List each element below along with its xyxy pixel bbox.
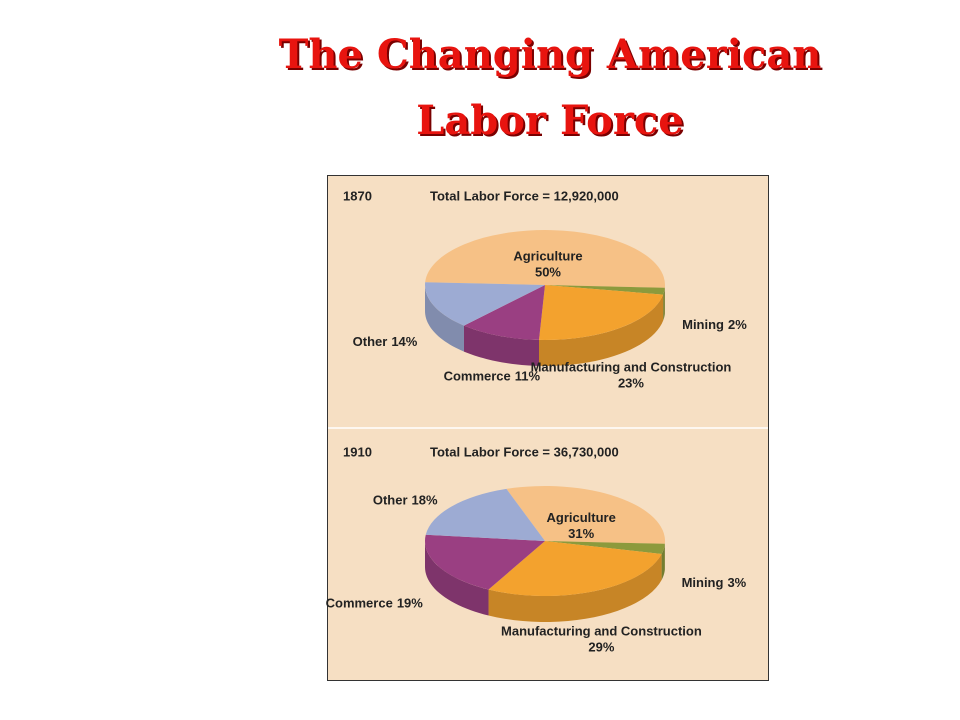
value-label: 3% — [727, 576, 746, 591]
slice — [425, 229, 665, 288]
category-label: Other — [373, 493, 408, 508]
slice-side — [425, 285, 464, 352]
slice-side — [463, 325, 540, 366]
value-label: 29% — [588, 640, 614, 655]
slice-label: Other 14% — [353, 334, 418, 349]
value-label: 19% — [397, 596, 423, 611]
slice-side — [539, 294, 664, 366]
slice-label: Commerce 19% — [326, 596, 424, 611]
value-label: 18% — [412, 493, 438, 508]
slice-side — [663, 287, 665, 321]
category-label: Mining — [682, 576, 724, 591]
slice-label: Mining 3% — [682, 576, 747, 591]
pie-subtitle: Total Labor Force = 12,920,000 — [430, 188, 619, 203]
slice-label: Manufacturing and Construction 23% — [531, 360, 732, 391]
pie-title: 1870 — [343, 188, 372, 203]
category-label: Other — [353, 334, 388, 349]
slice-label: Other 18% — [373, 493, 438, 508]
slice — [463, 285, 545, 340]
value-label: 31% — [568, 526, 594, 541]
category-label: Manufacturing and Construction — [531, 360, 732, 375]
slice — [425, 534, 545, 590]
category-label: Commerce — [444, 369, 511, 384]
value-label: 14% — [391, 334, 417, 349]
slide-title: The Changing American Labor Force — [278, 31, 822, 144]
slice — [506, 485, 665, 544]
category-label: Manufacturing and Construction — [501, 624, 702, 639]
slice-side — [661, 543, 665, 580]
slice-label: Agriculture 31% — [546, 510, 615, 541]
slice — [545, 285, 665, 295]
slice-label: Mining 2% — [682, 318, 747, 333]
slice-side — [488, 553, 662, 622]
slice — [488, 541, 662, 597]
pie-subtitle: Total Labor Force = 36,730,000 — [430, 444, 619, 459]
value-label: 2% — [728, 318, 747, 333]
slice — [545, 541, 665, 554]
category-label: Agriculture — [546, 510, 615, 525]
slice — [539, 285, 664, 341]
value-label: 50% — [535, 265, 561, 280]
category-label: Agriculture — [513, 249, 582, 264]
slice — [425, 282, 545, 326]
slice-label: Commerce 11% — [444, 369, 541, 384]
value-label: 11% — [515, 369, 541, 384]
slice-label: Manufacturing and Construction 29% — [501, 624, 702, 655]
slice — [425, 488, 545, 541]
category-label: Commerce — [326, 596, 393, 611]
category-label: Mining — [682, 318, 724, 333]
value-label: 23% — [618, 376, 644, 391]
slice-label: Agriculture 50% — [513, 249, 582, 280]
pie-title: 1910 — [343, 444, 372, 459]
